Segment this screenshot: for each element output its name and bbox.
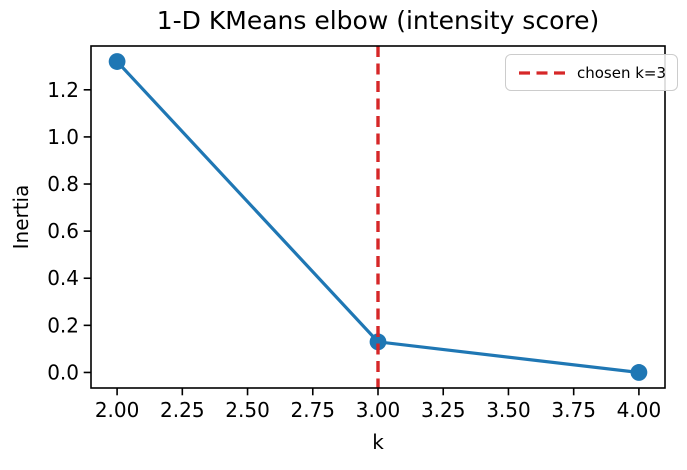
x-tick-label: 2.00 xyxy=(95,398,140,422)
x-tick-label: 3.25 xyxy=(421,398,466,422)
y-tick-label: 0.4 xyxy=(47,266,79,290)
chart-title: 1-D KMeans elbow (intensity score) xyxy=(156,6,600,35)
data-point-marker xyxy=(108,53,126,70)
y-tick-label: 0.2 xyxy=(47,313,79,337)
x-tick-label: 3.50 xyxy=(486,398,531,422)
x-tick-label: 3.75 xyxy=(551,398,596,422)
y-axis-label: Inertia xyxy=(9,184,33,250)
y-tick-label: 0.6 xyxy=(47,219,79,243)
x-tick-label: 2.50 xyxy=(225,398,270,422)
x-axis-label: k xyxy=(372,430,384,454)
x-tick-label: 2.75 xyxy=(291,398,336,422)
legend: chosen k=3 xyxy=(505,54,679,91)
y-tick-label: 1.2 xyxy=(47,78,79,102)
y-tick-label: 1.0 xyxy=(47,125,79,149)
y-tick-label: 0.8 xyxy=(47,172,79,196)
legend-dashed-line-icon xyxy=(519,70,565,75)
y-tick-label: 0.0 xyxy=(47,360,79,384)
x-tick-label: 2.25 xyxy=(160,398,205,422)
legend-entry-label: chosen k=3 xyxy=(577,63,667,82)
x-tick-label: 3.00 xyxy=(356,398,401,422)
data-point-marker xyxy=(369,333,387,351)
x-tick-label: 4.00 xyxy=(617,398,662,422)
data-point-marker xyxy=(630,364,648,381)
